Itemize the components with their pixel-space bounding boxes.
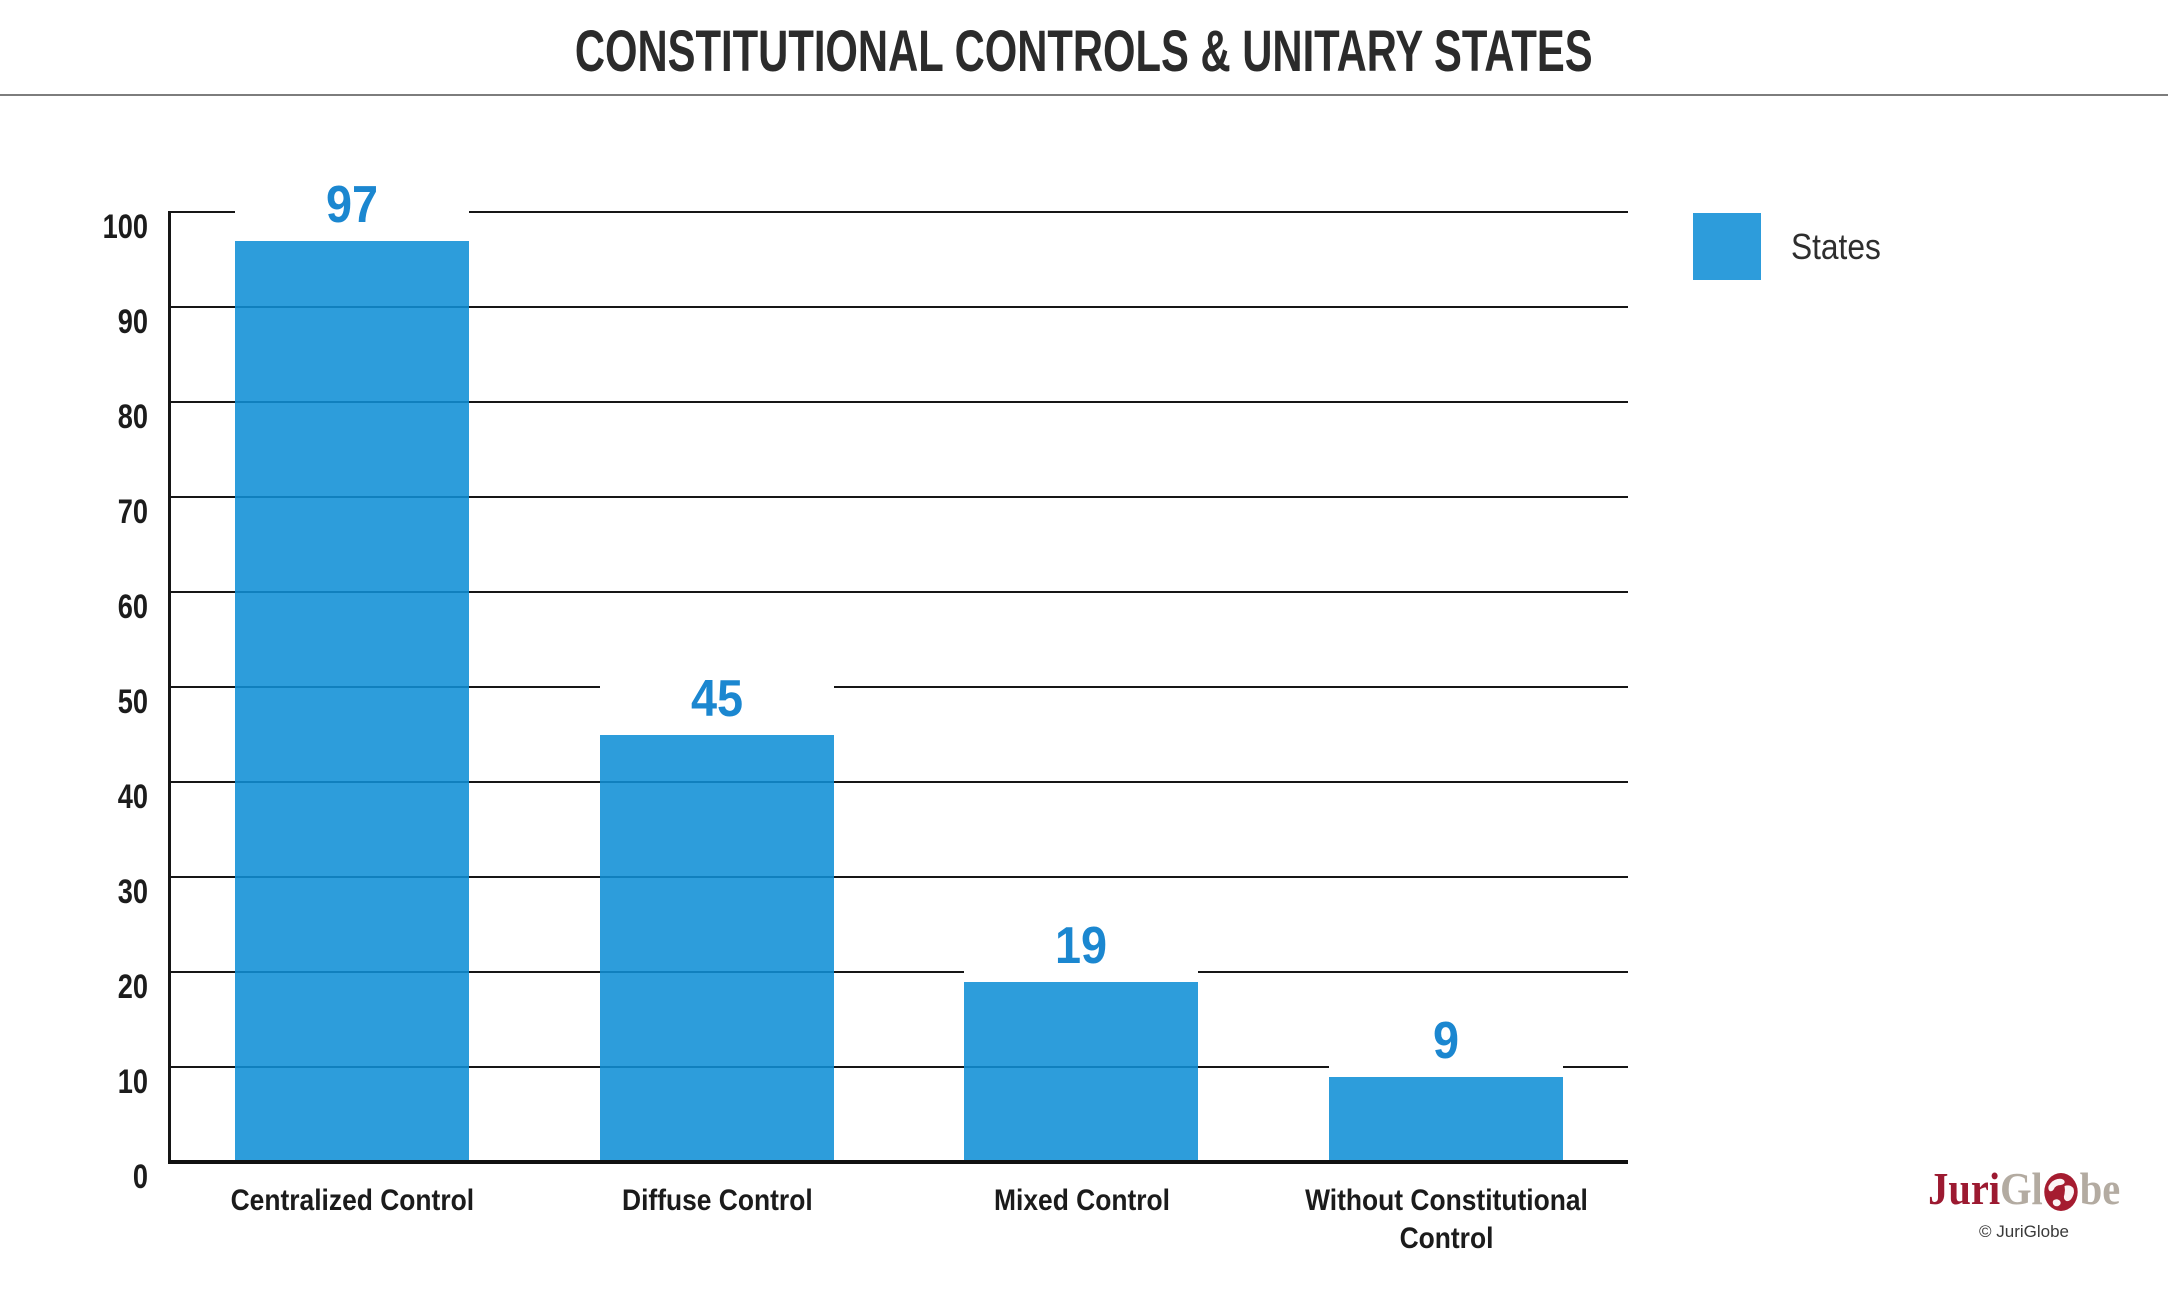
y-tick-label-0: 0 [132, 1158, 148, 1196]
legend-label: States [1791, 225, 1881, 267]
gridline-40 [170, 781, 1628, 783]
legend: States [1693, 213, 1893, 280]
y-tick-label-100: 100 [102, 208, 148, 246]
plot-area: 0 10 20 30 40 50 60 70 80 90 100 97 Centralized Cont… [103, 174, 1628, 1255]
bar-centralized-control [235, 240, 470, 1162]
gridline-80 [170, 401, 1628, 403]
y-tick-label-20: 20 [117, 968, 148, 1006]
x-category-label-text: Without Constitutional Control [1304, 1184, 1588, 1255]
title-separator-line [0, 94, 2168, 96]
gridline-90 [170, 306, 1628, 308]
bar-label-mask [1328, 1010, 1563, 1077]
gridline-70 [170, 496, 1628, 498]
y-tick-label-80: 80 [117, 398, 148, 436]
x-category-label-text: Mixed Control [993, 1184, 1170, 1217]
y-tick-label-30: 30 [117, 873, 148, 911]
y-axis-line [168, 211, 171, 1164]
title-bar: CONSTITUTIONAL CONTROLS & UNITARY STATES [0, 10, 2168, 86]
gridline-10 [170, 1066, 1628, 1068]
bar-value-label: 19 [1055, 916, 1108, 975]
bar-value-label: 45 [690, 669, 743, 728]
chart-title: CONSTITUTIONAL CONTROLS & UNITARY STATES [575, 19, 1593, 84]
x-axis-line [168, 1160, 1628, 1164]
y-tick-label-40: 40 [117, 778, 148, 816]
x-category-label: Centralized Control [170, 1182, 535, 1220]
gridline-20 [170, 971, 1628, 973]
gridline-60 [170, 591, 1628, 593]
legend-swatch [1693, 213, 1761, 280]
logo-text-be: be [2079, 1163, 2121, 1214]
y-tick-label-50: 50 [117, 683, 148, 721]
logo-text-juri: Juri [1927, 1163, 2000, 1214]
y-tick-label-70: 70 [117, 493, 148, 531]
x-category-label: Mixed Control [899, 1182, 1264, 1220]
juriglobe-logo: Juri Gl be © JuriGlobe [1908, 1166, 2140, 1242]
bar-label-mask [235, 174, 470, 241]
y-tick-label-60: 60 [117, 588, 148, 626]
bar-value-label: 97 [326, 175, 379, 234]
logo-copyright: © JuriGlobe [1978, 1222, 2069, 1241]
gridline-100 [170, 211, 1628, 213]
y-tick-label-10: 10 [117, 1063, 148, 1101]
bar-value-label: 9 [1432, 1011, 1459, 1070]
x-category-label: Without Constitutional Control [1264, 1182, 1629, 1257]
bar-label-mask [964, 915, 1199, 982]
x-category-label-text: Diffuse Control [621, 1184, 813, 1217]
y-tick-label-90: 90 [117, 303, 148, 341]
globe-icon [2044, 1173, 2078, 1211]
bar-mixed-control [964, 981, 1199, 1162]
logo-text-gl: Gl [1999, 1163, 2043, 1214]
x-category-label: Diffuse Control [535, 1182, 900, 1220]
bar-without-constitutional-control [1328, 1076, 1563, 1162]
gridline-30 [170, 876, 1628, 878]
juriglobe-logo-text: Juri Gl be [1928, 1166, 2120, 1212]
bar-label-mask [599, 668, 834, 735]
gridline-50 [170, 686, 1628, 688]
bar-diffuse-control [599, 734, 834, 1162]
x-category-label-text: Centralized Control [230, 1184, 475, 1217]
